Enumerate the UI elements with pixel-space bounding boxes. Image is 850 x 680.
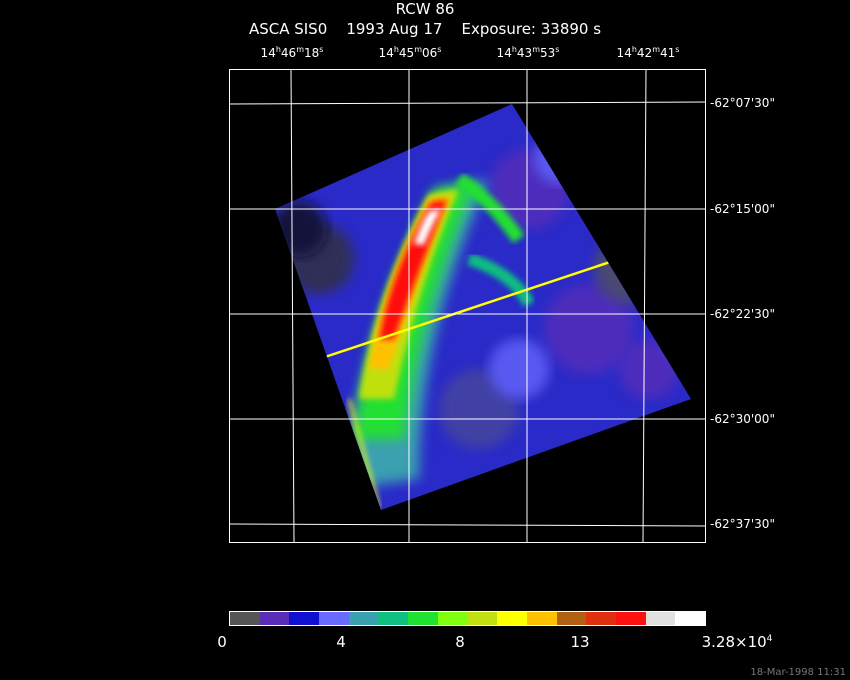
dec-label: -62°30'00": [710, 412, 775, 426]
colorbar-swatch: [408, 612, 438, 625]
colorbar-swatch: [467, 612, 498, 625]
colorbar-tick-label: 13: [570, 633, 590, 651]
colorbar-swatch: [437, 612, 468, 625]
image-frame: [229, 69, 706, 543]
color-scale-bar: [229, 611, 706, 626]
colorbar-tick-label: 4: [336, 633, 346, 651]
colorbar-swatch: [675, 612, 705, 625]
colorbar-swatch: [615, 612, 646, 625]
ra-label: 14h45m06s: [378, 45, 442, 60]
dec-label: -62°37'30": [710, 517, 775, 531]
colorbar-swatch: [497, 612, 527, 625]
colorbar-max-label: 3.28×104: [701, 633, 773, 651]
dec-label: -62°22'30": [710, 307, 775, 321]
ra-label: 14h46m18s: [260, 45, 324, 60]
coordinate-grid: [229, 69, 706, 543]
ra-label: 14h43m53s: [496, 45, 560, 60]
colorbar-swatch: [378, 612, 409, 625]
image-subtitle: ASCA SIS0 1993 Aug 17 Exposure: 33890 s: [248, 20, 602, 38]
colorbar-swatch: [319, 612, 349, 625]
timestamp: 18-Mar-1998 11:31: [750, 667, 846, 678]
ra-label: 14h42m41s: [616, 45, 680, 60]
dec-label: -62°15'00": [710, 202, 775, 216]
colorbar-swatch: [259, 612, 290, 625]
colorbar-swatch: [526, 612, 557, 625]
colorbar-swatch: [348, 612, 379, 625]
xray-image: [229, 69, 706, 543]
colorbar-swatch: [586, 612, 616, 625]
colorbar-swatch: [556, 612, 587, 625]
colorbar-swatch: [230, 612, 260, 625]
colorbar-swatch: [289, 612, 320, 625]
image-title: RCW 86: [395, 0, 455, 18]
colorbar-tick-label: 0: [217, 633, 227, 651]
dec-label: -62°07'30": [710, 96, 775, 110]
colorbar-swatch: [645, 612, 676, 625]
colorbar-tick-label: 8: [455, 633, 465, 651]
